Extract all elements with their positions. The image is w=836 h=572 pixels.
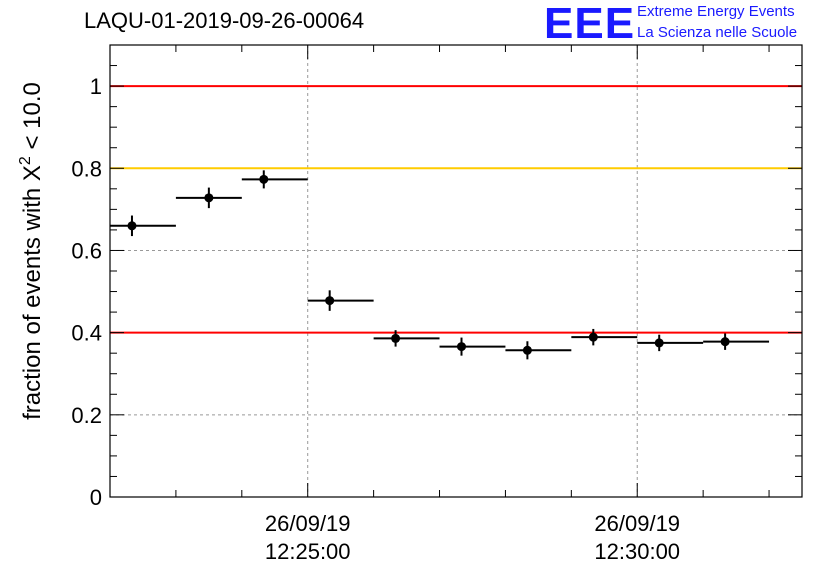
data-point (391, 333, 401, 343)
y-axis-label-tail: < 10.0 (19, 82, 46, 156)
y-tick-label: 0.6 (71, 238, 102, 263)
y-tick-label: 0 (90, 485, 102, 510)
data-point (325, 296, 335, 306)
data-point (522, 345, 532, 355)
y-axis-label-main: fraction of events with X (19, 165, 46, 420)
plot-frame (109, 44, 803, 498)
x-tick-label-time: 12:30:00 (594, 539, 680, 564)
data-point (204, 193, 214, 203)
data-point (588, 332, 598, 342)
x-tick-label-date: 26/09/19 (594, 511, 680, 536)
data-point (654, 338, 664, 348)
y-axis-label-superscript: 2 (17, 156, 34, 165)
x-tick-label-date: 26/09/19 (265, 511, 351, 536)
y-axis-label: fraction of events with X2 < 10.0 (17, 82, 46, 420)
y-tick-label: 0.8 (71, 156, 102, 181)
x-tick-label-time: 12:25:00 (265, 539, 351, 564)
chart-title: LAQU-01-2019-09-26-00064 (84, 8, 365, 33)
brand-line-1: Extreme Energy Events (637, 3, 795, 20)
data-point (259, 174, 269, 184)
data-point (720, 337, 730, 347)
y-tick-label: 1 (90, 74, 102, 99)
eee-logo: EEE (544, 0, 636, 48)
y-tick-label: 0.4 (71, 321, 102, 346)
data-point (127, 221, 137, 231)
brand-line-2: La Scienza nelle Scuole (637, 24, 798, 41)
data-point (456, 342, 466, 352)
y-tick-label: 0.2 (71, 403, 102, 428)
